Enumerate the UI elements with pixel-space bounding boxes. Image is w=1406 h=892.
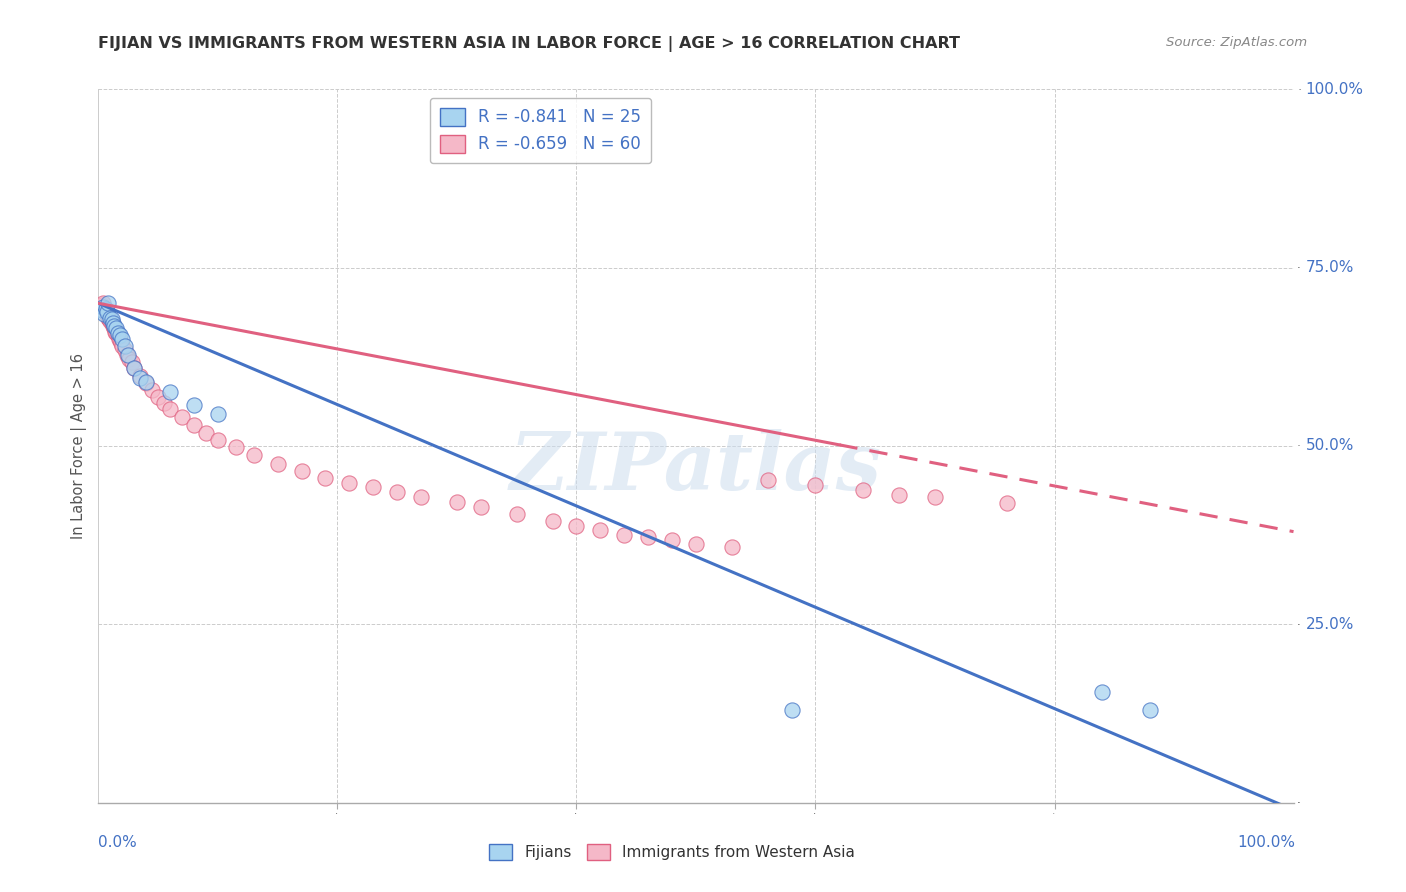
Point (363, 480, 385, 494)
Point (541, 514, 564, 528)
Point (1091, 685, 1114, 699)
Point (194, 426, 217, 441)
Text: 50.0%: 50.0% (1305, 439, 1354, 453)
Point (924, 491, 946, 505)
Point (637, 530, 659, 544)
Point (243, 448, 266, 462)
Point (207, 407, 229, 421)
Point (141, 384, 163, 398)
Point (385, 485, 409, 500)
Text: 0.0%: 0.0% (98, 836, 138, 850)
Point (107, 326, 129, 341)
Point (93, 301, 115, 316)
Point (91, 298, 114, 312)
Point (135, 375, 157, 389)
Point (91, 300, 114, 314)
Point (91, 296, 114, 310)
Point (1139, 703, 1161, 717)
Point (94, 301, 117, 316)
Point (124, 360, 146, 375)
Point (98, 310, 122, 325)
Point (97, 296, 120, 310)
Text: FIJIAN VS IMMIGRANTS FROM WESTERN ASIA IN LABOR FORCE | AGE > 16 CORRELATION CHA: FIJIAN VS IMMIGRANTS FROM WESTERN ASIA I… (98, 36, 960, 52)
Point (118, 351, 141, 366)
Point (108, 328, 131, 343)
Point (446, 494, 468, 508)
Point (804, 478, 827, 492)
Point (411, 491, 433, 505)
Y-axis label: In Labor Force | Age > 16: In Labor Force | Age > 16 (72, 353, 87, 539)
Point (94, 305, 117, 319)
Point (96, 307, 118, 321)
Point (267, 457, 290, 471)
Point (148, 391, 170, 405)
Point (589, 523, 612, 537)
Point (852, 483, 875, 498)
Point (207, 434, 229, 448)
Point (93, 307, 115, 321)
Point (129, 369, 152, 384)
Point (100, 316, 122, 330)
Point (995, 496, 1018, 510)
Point (117, 348, 139, 362)
Point (101, 319, 124, 334)
Point (114, 339, 136, 353)
Point (613, 528, 636, 542)
Point (780, 703, 803, 717)
Point (110, 335, 132, 350)
Text: 25.0%: 25.0% (1305, 617, 1354, 632)
Point (135, 376, 157, 391)
Point (107, 328, 129, 343)
Point (107, 332, 129, 346)
Text: Source: ZipAtlas.com: Source: ZipAtlas.com (1167, 36, 1308, 49)
Point (101, 316, 124, 330)
Point (290, 464, 312, 478)
Point (105, 321, 128, 335)
Text: ZIPatlas: ZIPatlas (510, 429, 882, 506)
Point (183, 398, 205, 412)
Point (111, 332, 134, 346)
Legend: Fijians, Immigrants from Western Asia: Fijians, Immigrants from Western Asia (484, 838, 860, 866)
Point (159, 385, 181, 400)
Point (98, 314, 122, 328)
Point (111, 339, 134, 353)
Point (315, 471, 337, 485)
Point (565, 519, 588, 533)
Point (721, 541, 744, 555)
Point (115, 348, 138, 362)
Point (183, 417, 205, 432)
Point (225, 441, 247, 455)
Point (90, 300, 112, 314)
Point (506, 507, 529, 521)
Point (105, 326, 128, 341)
Point (756, 473, 779, 487)
Point (159, 401, 181, 416)
Text: 100.0%: 100.0% (1237, 836, 1295, 850)
Point (98, 312, 121, 326)
Point (103, 319, 125, 334)
Point (108, 334, 131, 348)
Point (121, 355, 143, 369)
Point (153, 396, 176, 410)
Text: 100.0%: 100.0% (1305, 82, 1364, 96)
Point (470, 500, 492, 514)
Point (124, 360, 146, 375)
Point (114, 343, 136, 357)
Point (91, 303, 114, 318)
Point (96, 305, 118, 319)
Point (100, 312, 122, 326)
Text: 75.0%: 75.0% (1305, 260, 1354, 275)
Point (97, 310, 120, 325)
Point (104, 325, 127, 339)
Point (129, 371, 152, 385)
Point (661, 533, 683, 548)
Point (889, 487, 911, 501)
Point (172, 410, 194, 425)
Point (337, 476, 360, 491)
Point (685, 537, 707, 551)
Point (103, 321, 125, 335)
